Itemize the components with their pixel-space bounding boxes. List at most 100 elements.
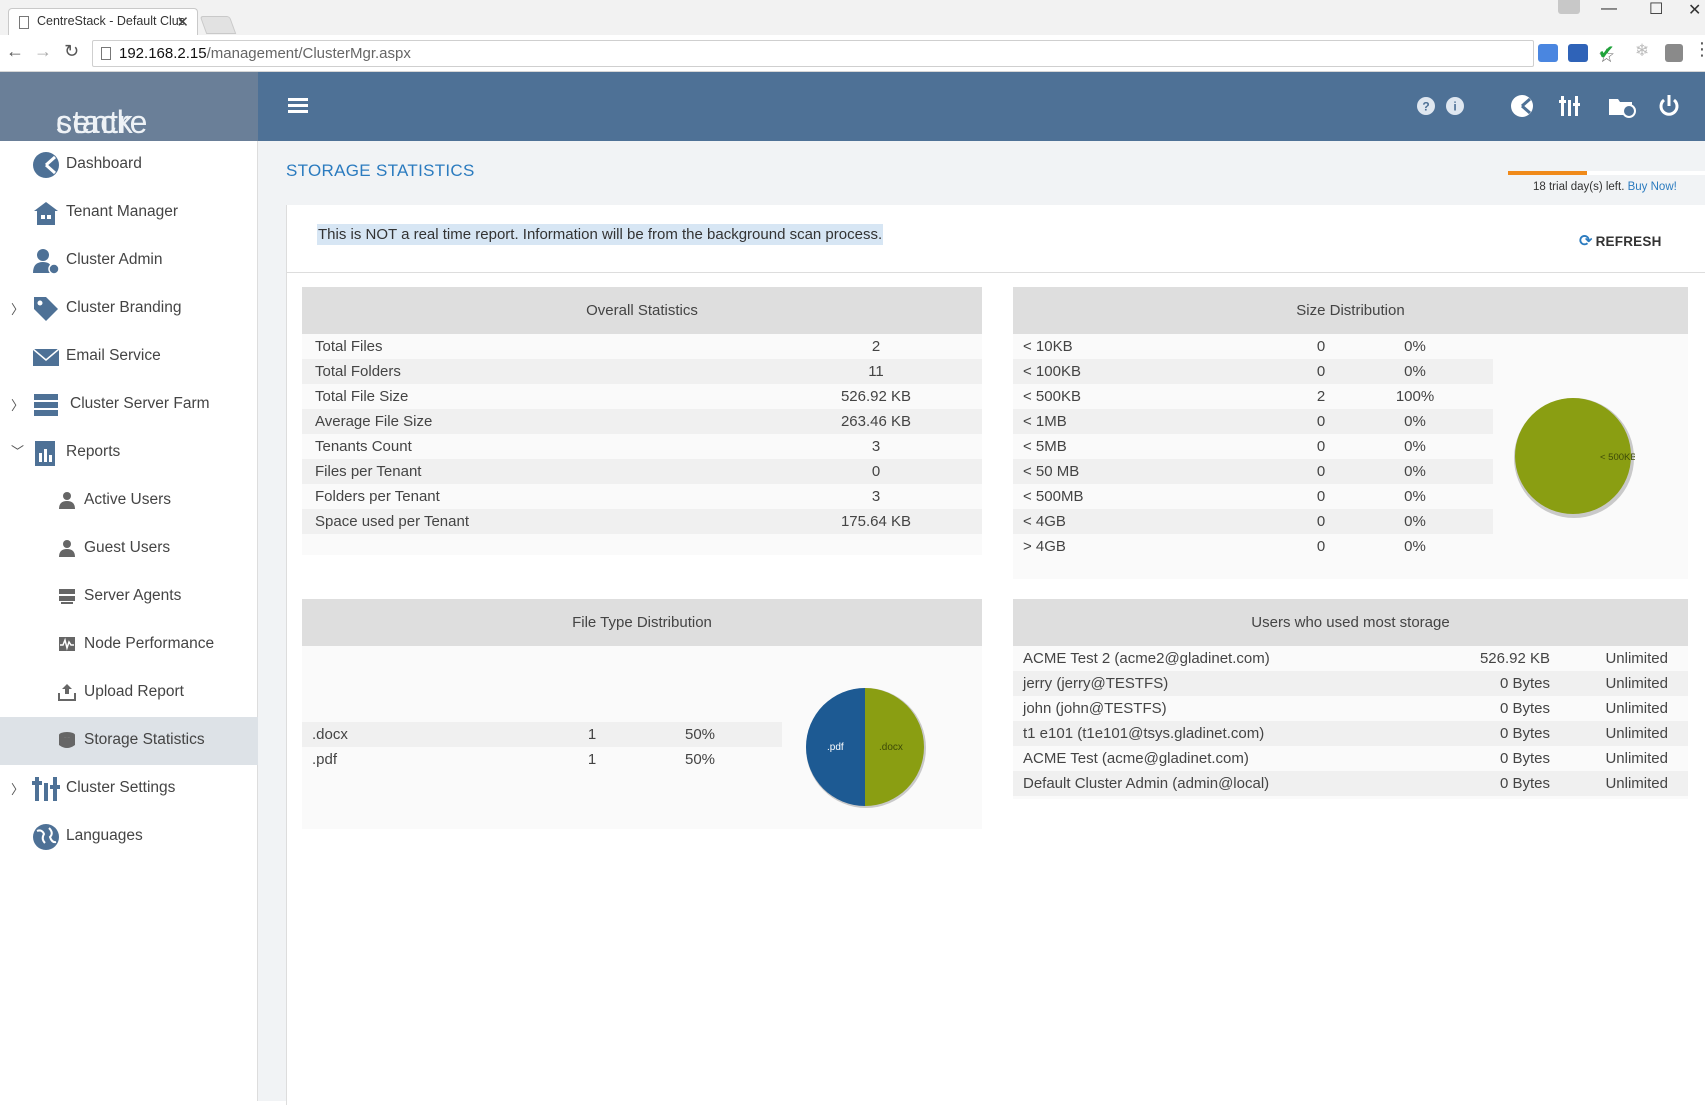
menu-toggle-icon[interactable] [288, 98, 308, 114]
pie-slice-docx [865, 688, 924, 806]
branding-tag-icon [34, 297, 58, 321]
user-quota: Unlimited [1605, 650, 1668, 667]
sidebar-item-storage-statistics[interactable]: Storage Statistics [0, 717, 258, 765]
sidebar-item-upload-report[interactable]: Upload Report [0, 669, 258, 717]
chevron-down-icon[interactable]: ﹀ [11, 444, 25, 459]
folder-globe-icon[interactable] [1608, 94, 1636, 118]
overall-statistics-title: Overall Statistics [302, 287, 982, 334]
size-count: 0 [1316, 338, 1326, 355]
file-type-row: .pdf 1 50% [302, 747, 782, 772]
report-notice: This is NOT a real time report. Informat… [317, 224, 884, 245]
translate-extension-icon[interactable] [1538, 44, 1558, 62]
report-notice-bar: This is NOT a real time report. Informat… [287, 205, 1705, 273]
stat-label: Folders per Tenant [315, 488, 440, 505]
new-tab-button[interactable] [199, 16, 237, 34]
sidebar-item-server-agents[interactable]: Server Agents [0, 573, 258, 621]
dashboard-gauge-icon[interactable] [1510, 94, 1534, 118]
stat-label: Tenants Count [315, 438, 412, 455]
sidebar-item-label: Cluster Settings [66, 779, 176, 796]
user-name: Default Cluster Admin (admin@local) [1023, 775, 1270, 792]
sidebar-item-cluster-settings[interactable]: 〉 Cluster Settings [0, 765, 258, 813]
tab-title: CentreStack - Default Clus [37, 14, 185, 28]
sidebar-item-guest-users[interactable]: Guest Users [0, 525, 258, 573]
server-agent-icon [59, 589, 75, 604]
snowflake-extension-icon[interactable]: ❄ [1635, 41, 1650, 60]
sidebar-item-email-service[interactable]: Email Service [0, 333, 258, 381]
sidebar-item-cluster-branding[interactable]: 〉 Cluster Branding [0, 285, 258, 333]
chevron-right-icon[interactable]: 〉 [11, 782, 25, 797]
menu-kebab-icon[interactable]: ⋮ [1693, 39, 1705, 59]
file-type-distribution-card: File Type Distribution .docx 1 50% .pdf 1 50%… [302, 599, 982, 829]
storage-user-row: ACME Test 2 (acme2@gladinet.com) 526.92 K… [1013, 646, 1688, 671]
size-percent: 0% [1404, 513, 1426, 530]
stat-value: 526.92 KB [840, 388, 912, 405]
check-extension-icon[interactable]: ✔ [1598, 42, 1615, 64]
size-count: 0 [1316, 463, 1326, 480]
email-icon [32, 348, 60, 366]
chevron-right-icon[interactable]: 〉 [11, 398, 25, 413]
user-name: ACME Test (acme@gladinet.com) [1023, 750, 1249, 767]
mail-extension-icon[interactable] [1568, 44, 1588, 62]
refresh-button[interactable]: ⟳ REFRESH [1579, 231, 1662, 251]
file-type: .pdf [312, 751, 338, 768]
refresh-icon: ⟳ [1579, 233, 1593, 250]
chevron-right-icon[interactable]: 〉 [11, 302, 25, 317]
stat-value: 11 [868, 363, 884, 380]
sidebar-item-node-performance[interactable]: Node Performance [0, 621, 258, 669]
stat-label: Files per Tenant [315, 463, 422, 480]
size-count: 0 [1316, 488, 1326, 505]
browser-tab[interactable]: CentreStack - Default Clus ✕ [8, 8, 198, 36]
sidebar-item-tenant-manager[interactable]: Tenant Manager [0, 189, 258, 237]
close-tab-icon[interactable]: ✕ [176, 14, 189, 31]
help-icon[interactable]: ? [1416, 96, 1436, 116]
size-percent: 0% [1404, 438, 1426, 455]
profile-icon[interactable] [1558, 0, 1580, 14]
sidebar-item-active-users[interactable]: Active Users [0, 477, 258, 525]
user-name: t1 e101 (t1e101@tsys.gladinet.com) [1023, 725, 1265, 742]
info-icon[interactable]: i [1445, 96, 1465, 116]
url-path: /management/ClusterMgr.aspx [206, 45, 411, 62]
reports-icon [35, 441, 55, 466]
maximize-icon[interactable]: ☐ [1649, 1, 1664, 18]
user-name: jerry (jerry@TESTFS) [1023, 675, 1169, 692]
overall-stat-row: Total Files 2 [302, 334, 982, 359]
extension-icon[interactable] [1665, 44, 1683, 62]
sidebar-item-languages[interactable]: Languages [0, 813, 258, 861]
sidebar-item-reports[interactable]: ﹀ Reports [0, 429, 258, 477]
size-percent: 0% [1404, 338, 1426, 355]
trial-progress-bar [1508, 171, 1705, 175]
size-range: < 500KB [1023, 388, 1081, 405]
top-storage-users-card: Users who used most storage ACME Test 2 … [1013, 599, 1688, 799]
pie-slice-500kb [1515, 398, 1631, 514]
trial-progress-fill [1508, 171, 1587, 175]
logout-power-icon[interactable] [1657, 94, 1681, 118]
settings-tools-icon[interactable] [1558, 94, 1582, 118]
storage-user-row: john (john@TESTFS) 0 Bytes Unlimited [1013, 696, 1688, 721]
stat-label: Average File Size [315, 413, 433, 430]
sidebar-item-label: Storage Statistics [84, 731, 205, 748]
storage-user-row: Default Cluster Admin (admin@local) 0 Byt… [1013, 771, 1688, 796]
address-bar[interactable]: 192.168.2.15/management/ClusterMgr.aspx … [92, 40, 1615, 67]
size-distribution-title: Size Distribution [1013, 287, 1688, 334]
sidebar-item-label: Cluster Branding [66, 299, 182, 316]
sidebar-item-cluster-admin[interactable]: Cluster Admin [0, 237, 258, 285]
storage-user-row: jerry (jerry@TESTFS) 0 Bytes Unlimited [1013, 671, 1688, 696]
bookmark-star-icon[interactable]: ☆ [1598, 46, 1616, 67]
forward-icon[interactable]: → [34, 41, 52, 61]
buy-now-link[interactable]: Buy Now! [1627, 181, 1677, 193]
user-gear-icon [33, 249, 60, 275]
close-window-icon[interactable]: ✕ [1688, 2, 1702, 19]
sidebar-item-cluster-server-farm[interactable]: 〉 Cluster Server Farm [0, 381, 258, 429]
size-distribution-pie: < 500KB [1514, 398, 1635, 518]
user-quota: Unlimited [1605, 725, 1668, 742]
brand-logo[interactable]: centre stack [0, 72, 258, 141]
size-range: < 50 MB [1023, 463, 1080, 480]
server-farm-icon [34, 394, 58, 416]
sidebar-item-label: Guest Users [84, 539, 171, 556]
stat-label: Total Files [315, 338, 383, 355]
back-icon[interactable]: ← [6, 41, 24, 61]
sidebar-item-dashboard[interactable]: Dashboard [0, 141, 258, 189]
minimize-icon[interactable]: — [1601, 0, 1617, 17]
reload-icon[interactable]: ↻ [64, 41, 80, 61]
size-count: 0 [1316, 363, 1326, 380]
